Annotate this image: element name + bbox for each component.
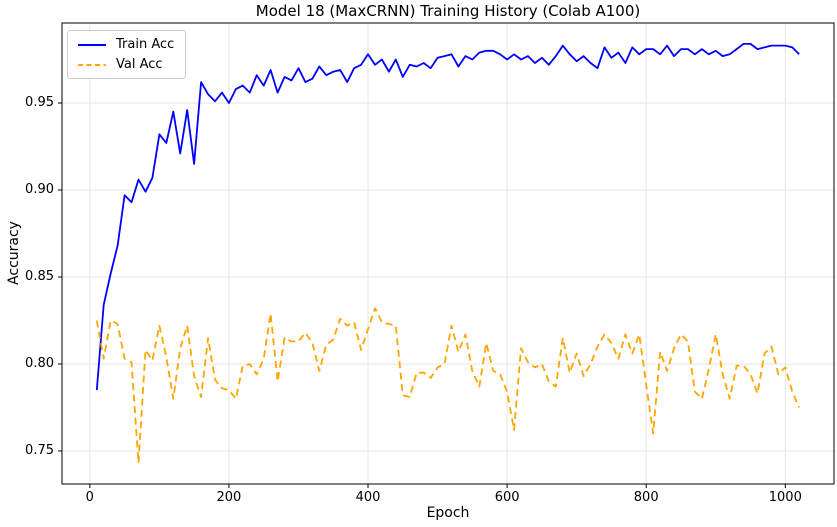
train-acc-line [95,43,800,391]
legend: Train Acc Val Acc [67,30,187,79]
plot-border [61,22,835,485]
x-axis-label: Epoch [426,505,470,521]
legend-label-train: Train Acc [116,37,175,52]
legend-item-val: Val Acc [77,57,174,72]
x-tick-label: 200 [216,490,242,505]
val-line-sample-icon [78,63,106,66]
chart-title: Model 18 (MaxCRNN) Training History (Col… [255,2,641,20]
x-tick-label: 1000 [768,490,802,505]
y-tick-label: 0.85 [25,268,54,284]
val-acc-line [95,307,801,465]
y-tick-label: 0.95 [25,95,54,111]
train-line-sample-icon [78,43,106,46]
legend-item-train: Train Acc [77,37,174,52]
x-tick-label: 400 [355,490,381,505]
x-tick-label: 600 [494,490,520,505]
legend-label-val: Val Acc [116,57,163,72]
y-tick-label: 0.75 [25,442,54,458]
x-tick-label: 800 [633,490,659,505]
y-tick-label: 0.80 [25,355,54,371]
y-tick-label: 0.90 [25,182,54,197]
x-tick-label: 0 [85,490,94,505]
